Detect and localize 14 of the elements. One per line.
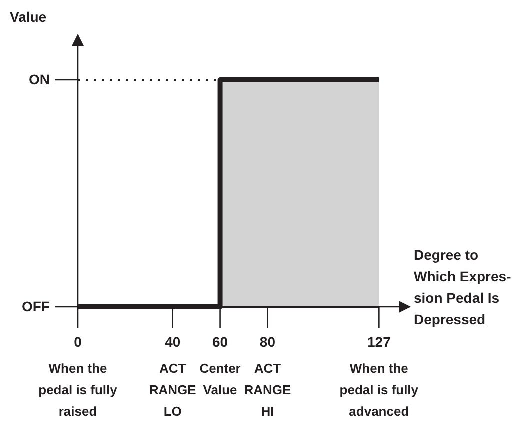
- x-tick-label: 127: [367, 334, 392, 350]
- x-tick-label: 40: [165, 334, 181, 350]
- x-tick-label: 0: [74, 334, 82, 350]
- ref-line-label: ON: [29, 71, 50, 88]
- text: ACT RANGE HI: [244, 361, 292, 419]
- text: ACT RANGE LO: [149, 361, 197, 419]
- x-tick-label: 60: [212, 334, 228, 350]
- y-axis-title: Value: [10, 9, 47, 25]
- x-tick-label: 80: [260, 334, 276, 350]
- x-axis-title: Degree to Which Expres- sion Pedal Is Depressed: [414, 247, 512, 328]
- ref-line-label: OFF: [22, 298, 50, 314]
- text: Center Value: [200, 361, 241, 398]
- text: When the pedal is fully raised: [38, 361, 118, 419]
- text: When the pedal is fully advanced: [340, 361, 420, 419]
